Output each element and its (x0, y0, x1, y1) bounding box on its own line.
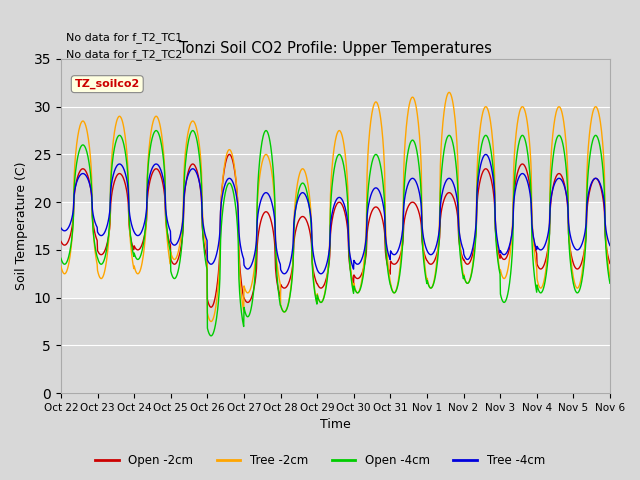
Text: TZ_soilco2: TZ_soilco2 (75, 79, 140, 89)
Y-axis label: Soil Temperature (C): Soil Temperature (C) (15, 162, 28, 290)
Bar (61, 298, 610, 393)
Title: Tonzi Soil CO2 Profile: Upper Temperatures: Tonzi Soil CO2 Profile: Upper Temperatur… (179, 41, 492, 57)
Bar (61, 202, 610, 298)
Legend: Open -2cm, Tree -2cm, Open -4cm, Tree -4cm: Open -2cm, Tree -2cm, Open -4cm, Tree -4… (90, 449, 550, 472)
X-axis label: Time: Time (320, 419, 351, 432)
Text: No data for f_T2_TC1: No data for f_T2_TC1 (67, 32, 182, 43)
Bar (61, 59, 610, 202)
Text: No data for f_T2_TC2: No data for f_T2_TC2 (67, 49, 183, 60)
